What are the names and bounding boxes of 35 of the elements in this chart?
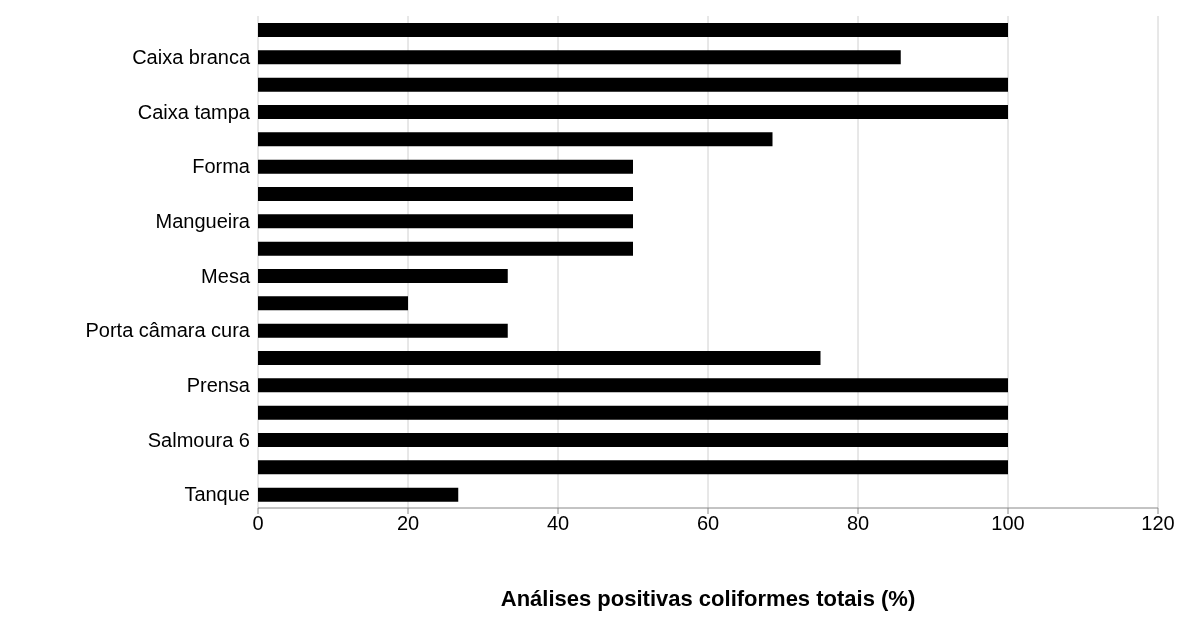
y-tick-label: Mangueira (155, 210, 251, 233)
bar (258, 105, 1008, 119)
bar (258, 378, 1008, 393)
bar (258, 50, 901, 65)
x-tick-label: 0 (252, 512, 264, 535)
bar (258, 23, 1008, 37)
y-tick-label: Caixa branca (132, 46, 251, 69)
bar (258, 187, 633, 201)
bar (258, 241, 633, 256)
bar (258, 159, 633, 174)
bar (258, 132, 773, 147)
bar (258, 269, 508, 283)
x-axis-title: Análises positivas coliformes totais (%) (500, 586, 916, 611)
bar (258, 433, 1008, 447)
bar (258, 405, 1008, 420)
x-tick-label: 40 (546, 512, 570, 535)
bar (258, 351, 821, 365)
bar (258, 323, 508, 338)
bar (258, 296, 408, 311)
bar (258, 487, 459, 502)
y-tick-label: Porta câmara cura (85, 319, 251, 342)
y-tick-label: Tanque (184, 483, 250, 506)
y-tick-label: Salmoura 6 (147, 428, 250, 451)
bar (258, 214, 633, 229)
x-tick-label: 20 (396, 512, 420, 535)
bar (258, 77, 1008, 92)
y-tick-label: Mesa (201, 264, 251, 287)
y-tick-label: Forma (192, 155, 251, 178)
x-tick-label: 120 (1141, 512, 1175, 535)
y-tick-label: Prensa (186, 374, 251, 397)
x-tick-label: 100 (991, 512, 1025, 535)
y-tick-label: Caixa tampa (137, 100, 251, 123)
x-tick-label: 80 (846, 512, 870, 535)
bar (258, 460, 1008, 475)
x-tick-label: 60 (696, 512, 720, 535)
